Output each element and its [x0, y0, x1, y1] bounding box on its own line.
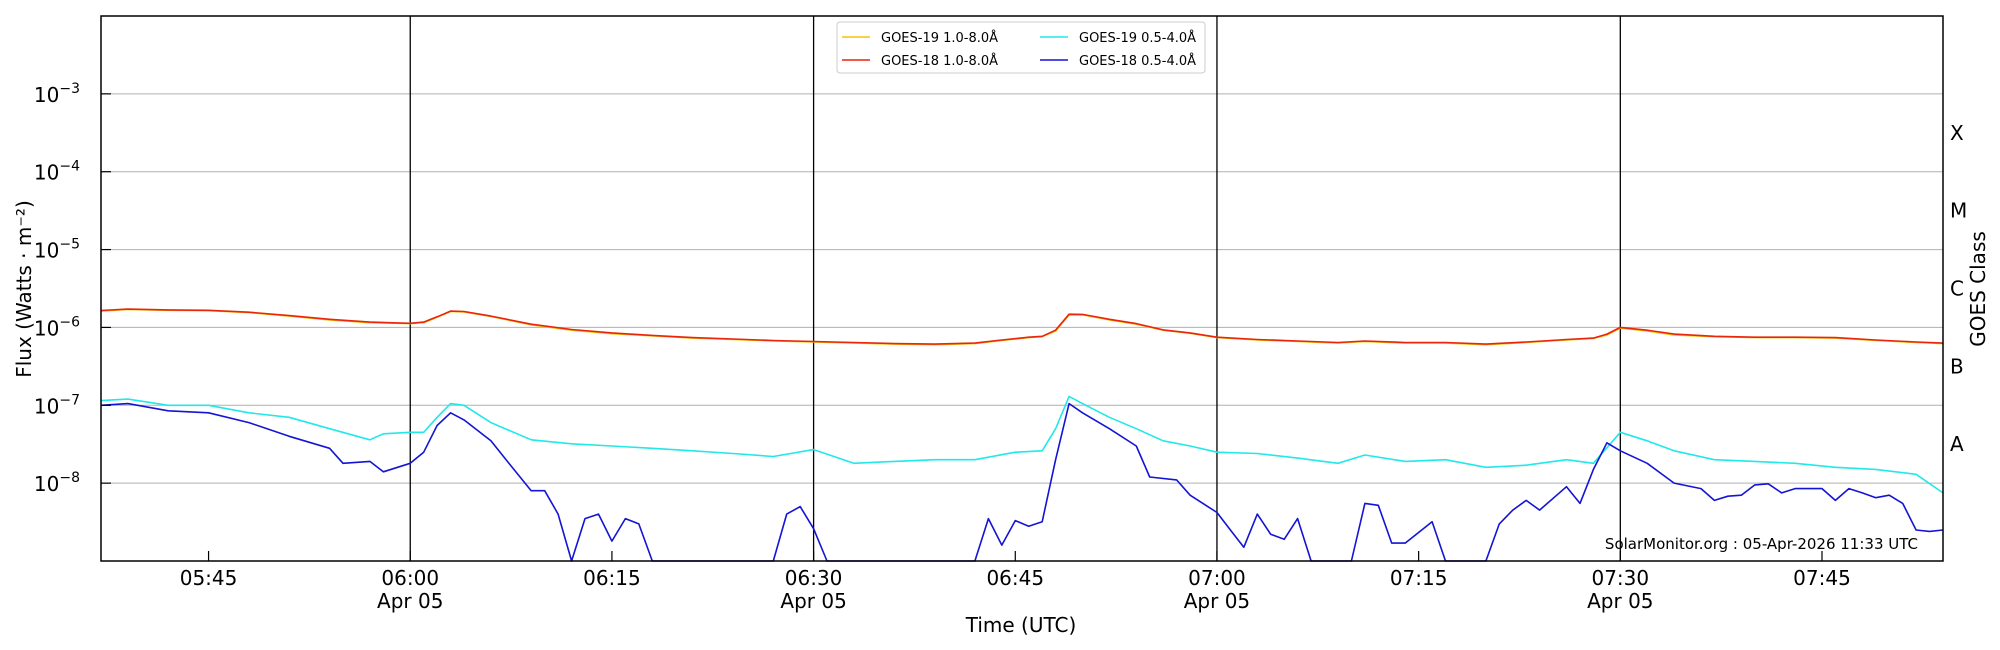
- legend-label-goes19-short: GOES-19 0.5-4.0Å: [1079, 30, 1196, 46]
- x-axis-label: Time (UTC): [965, 613, 1077, 637]
- x-tick-label: 07:00: [1188, 566, 1246, 590]
- legend-box: [836, 21, 1206, 74]
- y-tick-label: 10−7: [34, 392, 80, 418]
- series-lines: [100, 308, 1944, 562]
- y-tick-label: 10−4: [34, 159, 80, 185]
- x-tick-label: 06:30: [785, 566, 843, 590]
- y-axis-label: Flux (Watts · m⁻²): [12, 200, 36, 378]
- x-tick-date-label: Apr 05: [780, 589, 846, 613]
- right-axis-label: GOES Class: [1966, 231, 1990, 347]
- goes-class-label: B: [1950, 354, 1964, 378]
- goes-class-label: X: [1950, 121, 1964, 145]
- x-tick-date-label: Apr 05: [1184, 589, 1250, 613]
- goes-class-labels: A B C M X: [1950, 121, 1967, 456]
- series-line-4: [100, 402, 1944, 562]
- legend-label-goes19-long: GOES-19 1.0-8.0Å: [881, 30, 998, 46]
- x-tick-date-label: Apr 05: [1587, 589, 1653, 613]
- goes-class-label: A: [1950, 432, 1964, 456]
- goes-class-label: C: [1950, 277, 1964, 301]
- grid: [101, 93, 1943, 484]
- y-tick-label: 10−6: [34, 314, 80, 340]
- legend-label-goes18-short: GOES-18 0.5-4.0Å: [1079, 53, 1196, 69]
- y-tick-label: 10−3: [34, 81, 80, 107]
- legend-label-goes18-long: GOES-18 1.0-8.0Å: [881, 53, 998, 69]
- x-tick-label: 06:45: [986, 566, 1044, 590]
- x-tick-label: 07:30: [1591, 566, 1649, 590]
- x-tick-label: 06:15: [583, 566, 641, 590]
- goes-class-label: M: [1950, 199, 1967, 223]
- credit-text: SolarMonitor.org : 05-Apr-2026 11:33 UTC: [1605, 535, 1918, 553]
- series-line-3: [100, 395, 1944, 494]
- x-tick-label: 05:45: [180, 566, 238, 590]
- x-tick-date-label: Apr 05: [377, 589, 443, 613]
- series-line-2: [100, 308, 1944, 345]
- y-axis-ticks: 10−8 10−7 10−6 10−5 10−4 10−3: [34, 81, 111, 496]
- x-tick-label: 07:15: [1390, 566, 1448, 590]
- plot-frame: [100, 15, 1944, 562]
- legend: GOES-19 1.0-8.0Å GOES-18 1.0-8.0Å GOES-1…: [836, 21, 1206, 74]
- x-tick-label: 06:00: [381, 566, 439, 590]
- vertical-day-markers: [409, 16, 1621, 561]
- x-tick-label: 07:45: [1793, 566, 1851, 590]
- y-tick-label: 10−8: [34, 470, 80, 496]
- y-tick-label: 10−5: [34, 237, 80, 263]
